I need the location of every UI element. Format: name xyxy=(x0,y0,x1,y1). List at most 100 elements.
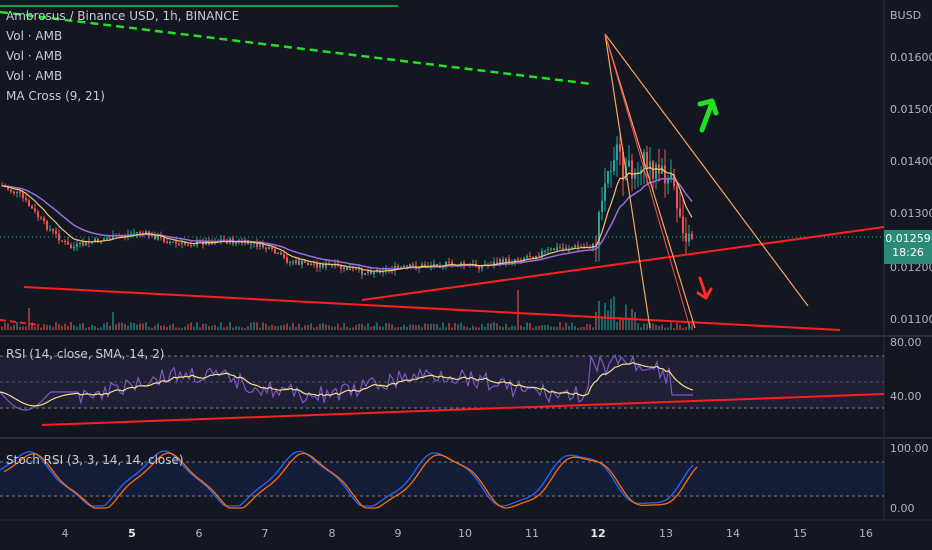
candle-body xyxy=(670,173,672,178)
candle-body xyxy=(343,266,345,269)
fan-line-red[interactable] xyxy=(604,33,691,329)
volume-bar xyxy=(535,326,537,330)
volume-bar xyxy=(397,327,399,330)
volume-bar xyxy=(172,323,174,330)
symbol-title[interactable]: Ambrosus / Binance USD, 1h, BINANCE xyxy=(6,9,240,23)
volume-bar xyxy=(40,327,42,330)
rsi-ma-line[interactable] xyxy=(0,361,694,407)
volume-bar xyxy=(175,327,177,330)
last-price-tag[interactable]: 0.01259 18:26 xyxy=(884,230,932,264)
volume-bar xyxy=(133,323,135,330)
volume-bar xyxy=(460,322,462,330)
candle-body xyxy=(433,263,435,266)
study-volume-1[interactable]: Vol · AMB xyxy=(6,29,63,43)
volume-bar xyxy=(511,325,513,330)
time-tick: 16 xyxy=(859,527,873,540)
volume-bar xyxy=(19,326,21,330)
study-volume-3[interactable]: Vol · AMB xyxy=(6,69,63,83)
volume-bar xyxy=(106,322,108,330)
red-support-line-lower[interactable] xyxy=(23,286,841,331)
volume-bar xyxy=(574,326,576,330)
volume-bar xyxy=(430,323,432,330)
candle-body xyxy=(160,235,162,238)
candle-body xyxy=(193,245,195,247)
volume-bar xyxy=(88,327,90,330)
volume-bar xyxy=(145,322,147,330)
volume-bar xyxy=(43,324,45,330)
bar-countdown: 18:26 xyxy=(892,246,924,259)
study-ma-cross[interactable]: MA Cross (9, 21) xyxy=(6,89,105,103)
volume-bar xyxy=(472,325,474,330)
candle-body xyxy=(598,212,600,246)
volume-bar xyxy=(247,326,249,330)
fan-line[interactable] xyxy=(604,33,696,329)
ma-slow-line[interactable] xyxy=(1,177,693,270)
volume-bar xyxy=(16,322,18,330)
candle-body xyxy=(676,186,678,209)
volume-bar xyxy=(91,325,93,330)
volume-bar xyxy=(358,323,360,330)
volume-bar xyxy=(583,326,585,330)
stoch-band xyxy=(0,462,884,496)
candle-body xyxy=(133,233,135,235)
candle-body xyxy=(19,191,21,193)
price-tick: 0.01300 xyxy=(890,207,932,220)
candle-body xyxy=(277,252,279,254)
volume-bar xyxy=(7,323,9,330)
volume-bar xyxy=(619,318,621,330)
red-rising-trendline[interactable] xyxy=(361,226,885,301)
volume-bar xyxy=(55,322,57,330)
volume-bar xyxy=(562,327,564,330)
volume-bar xyxy=(160,325,162,330)
candle-body xyxy=(679,208,681,217)
candle-body xyxy=(622,151,624,181)
candle-body xyxy=(322,263,324,268)
red-dashed-line-left[interactable] xyxy=(0,319,41,326)
green-dashed-trendline[interactable] xyxy=(0,10,593,86)
volume-bar xyxy=(598,300,600,330)
candle-body xyxy=(646,152,648,169)
volume-bar xyxy=(463,325,465,330)
study-volume-2[interactable]: Vol · AMB xyxy=(6,49,63,63)
rsi-red-trendline[interactable] xyxy=(41,393,885,426)
ma-fast-line[interactable] xyxy=(1,166,693,273)
candle-body xyxy=(292,261,294,263)
volume-bar xyxy=(295,326,297,330)
candle-body xyxy=(175,241,177,244)
candle-body xyxy=(163,237,165,242)
candle-body xyxy=(283,254,285,258)
stoch-d-line[interactable] xyxy=(3,452,698,509)
volume-bar xyxy=(13,325,15,330)
volume-bar xyxy=(586,324,588,330)
candle-body xyxy=(523,257,525,261)
fan-line[interactable] xyxy=(604,33,809,307)
stoch-k-line[interactable] xyxy=(0,450,694,507)
red-down-arrow-icon[interactable] xyxy=(696,276,713,300)
time-tick: 11 xyxy=(525,527,539,540)
rsi-tick: 80.00 xyxy=(890,336,922,349)
volume-bar xyxy=(283,324,285,330)
volume-bar xyxy=(25,326,27,330)
volume-bar xyxy=(202,323,204,330)
volume-bar xyxy=(334,326,336,330)
volume-bar xyxy=(22,326,24,330)
candle-body xyxy=(547,249,549,251)
volume-bar xyxy=(112,312,114,330)
candle-body xyxy=(274,249,276,254)
candle-body xyxy=(1,185,3,186)
candle-body xyxy=(166,241,168,244)
fan-line[interactable] xyxy=(604,33,651,329)
volume-bar xyxy=(355,325,357,330)
volume-bar xyxy=(484,326,486,330)
stoch-legend[interactable]: Stoch RSI (3, 3, 14, 14, close) xyxy=(6,450,184,470)
candlesticks[interactable] xyxy=(1,134,693,279)
candle-body xyxy=(25,198,27,201)
volume-bar xyxy=(448,323,450,330)
candle-body xyxy=(187,244,189,246)
volume-bar xyxy=(127,325,129,330)
rsi-legend[interactable]: RSI (14, close, SMA, 14, 2) xyxy=(6,344,164,364)
candle-body xyxy=(634,172,636,179)
candle-body xyxy=(40,217,42,219)
green-up-arrow-icon[interactable] xyxy=(697,98,719,133)
